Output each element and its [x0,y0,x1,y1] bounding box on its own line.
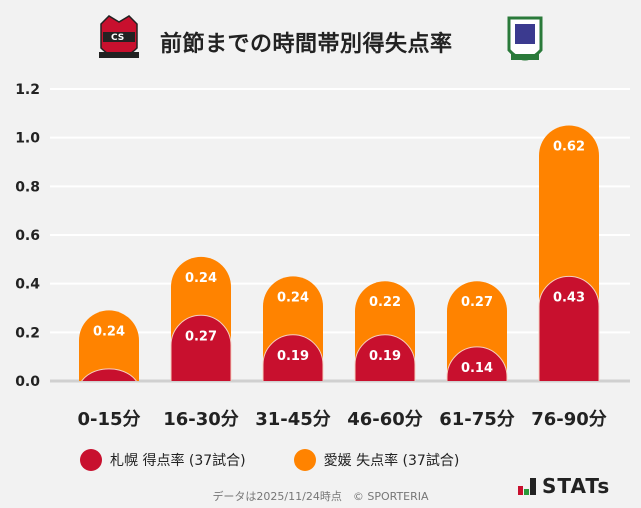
x-tick-label: 76-90分 [531,409,607,430]
data-label-ehime: 0.24 [93,324,125,339]
data-label-sapporo: 0.19 [369,349,401,364]
x-tick-label: 0-15分 [77,409,140,430]
stats-brand-text: STATs [542,474,611,498]
bars [79,125,600,381]
y-tick-label: 0.8 [15,179,40,195]
legend-label: 愛媛 失点率 (37試合) [323,453,460,469]
y-tick-label: 0.6 [15,228,40,244]
data-label-sapporo: 0.27 [185,329,217,344]
data-label-sapporo: 0.43 [553,290,585,305]
chart-title: 前節までの時間帯別得失点率 [160,32,453,57]
bar-sapporo [354,334,416,381]
y-tick-label: 1.0 [15,131,40,147]
data-label-ehime: 0.22 [369,295,401,310]
y-tick-label: 0.2 [15,325,40,341]
bar-sapporo [446,346,508,381]
data-label-ehime: 0.24 [277,290,309,305]
bar-sapporo [170,314,232,381]
legend-swatch-red [80,449,102,471]
stacked-bar-chart: 0.0 0.2 0.4 0.6 0.8 1.0 1.2 0.24 0-15分 0.24 0.27 16… [15,82,630,430]
data-label-sapporo: 0.14 [461,361,493,376]
y-tick-label: 0.0 [15,374,40,390]
bar-ehime [79,310,139,381]
bar-sapporo [262,334,324,381]
legend-item-ehime: 愛媛 失点率 (37試合) [293,449,460,471]
data-label-sapporo: 0.19 [277,349,309,364]
legend-label: 札幌 得点率 (37試合) [110,453,246,469]
legend-swatch-orange [293,449,316,471]
svg-text:CS: CS [111,33,124,43]
home-team-logo: CS [99,15,139,58]
x-tick-label: 46-60分 [347,409,423,430]
away-team-logo [507,16,543,61]
legend-item-sapporo: 札幌 得点率 (37試合) [80,449,246,471]
bar-sapporo [538,275,600,381]
footer-note: データは2025/11/24時点 © SPORTERIA [212,490,429,503]
data-label-ehime: 0.62 [553,140,585,155]
data-label-ehime: 0.27 [461,295,493,310]
y-tick-label: 0.4 [15,277,40,293]
legend: 札幌 得点率 (37試合) 愛媛 失点率 (37試合) [80,449,459,471]
x-tick-label: 31-45分 [255,409,331,430]
stats-brand: STATs [518,476,610,496]
x-tick-label: 16-30分 [163,409,239,430]
x-tick-label: 61-75分 [439,409,515,430]
stats-logo-icon [518,478,536,495]
y-tick-label: 1.2 [15,82,40,98]
bar-sapporo [81,368,137,381]
data-label-ehime: 0.24 [185,271,217,286]
